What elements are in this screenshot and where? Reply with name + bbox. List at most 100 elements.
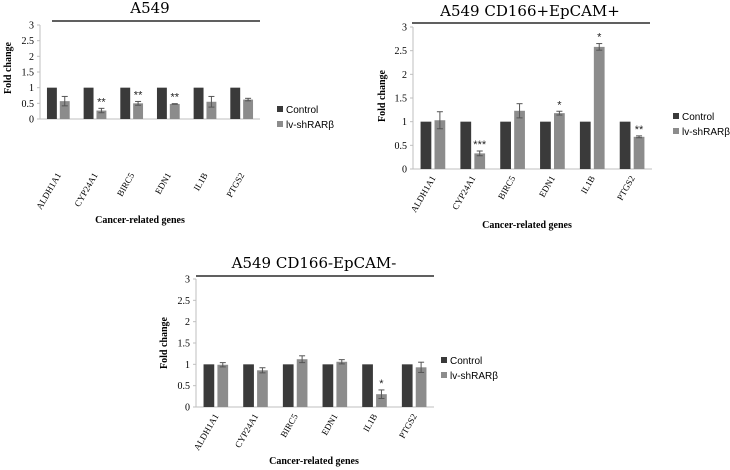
x-axis-label: Cancer-related genes xyxy=(482,220,572,231)
y-axis-label: Fold change xyxy=(377,69,388,122)
bar-control xyxy=(500,121,511,169)
bar-shrarb xyxy=(257,370,268,407)
y-tick-label: 0.5 xyxy=(178,381,191,392)
legend-swatch xyxy=(441,357,447,363)
significance-marker: *** xyxy=(473,139,487,151)
bar-shrarb xyxy=(514,110,525,169)
category-label: IL1B xyxy=(192,171,210,192)
bar-control xyxy=(420,121,432,169)
bar-shrarb xyxy=(474,153,486,169)
bar-shrarb xyxy=(243,99,254,119)
bar-control xyxy=(83,87,94,119)
legend-swatch xyxy=(673,113,679,119)
y-tick-label: 3 xyxy=(402,23,407,34)
y-tick-label: 2 xyxy=(402,70,407,81)
bar-shrarb xyxy=(415,367,427,407)
bar-shrarb xyxy=(217,364,229,407)
bar-control xyxy=(203,364,215,407)
y-tick-label: 2.5 xyxy=(178,296,191,307)
category-label: PTGS2 xyxy=(224,171,246,199)
category-label: EDN1 xyxy=(153,171,173,196)
category-label: IL1B xyxy=(579,174,597,195)
category-label: BIRC5 xyxy=(278,412,300,440)
category-label: ALDH1A1 xyxy=(34,171,63,211)
y-tick-label: 1.5 xyxy=(395,94,408,105)
chart-title: A549 CD166-EpCAM- xyxy=(231,254,397,272)
legend-swatch xyxy=(277,106,283,112)
bar-shrarb xyxy=(434,120,446,169)
y-tick-label: 1 xyxy=(29,83,34,94)
bar-shrarb xyxy=(336,361,348,407)
significance-marker: ** xyxy=(170,92,179,104)
bar-shrarb xyxy=(169,103,180,119)
chart-panel-1: A549 0 0.5 1 1.5 2 2.5 3 Fold change Cancer-relat… xyxy=(3,0,334,226)
significance-marker: ** xyxy=(635,124,644,136)
legend-entry: Control xyxy=(286,105,318,116)
y-tick-label: 3 xyxy=(185,275,190,286)
category-label: ALDH1A1 xyxy=(192,412,221,452)
y-tick-label: 0 xyxy=(185,403,190,414)
legend-swatch xyxy=(277,121,283,127)
bar-control xyxy=(120,87,131,119)
category-label: EDN1 xyxy=(319,412,339,437)
bar-shrarb xyxy=(96,110,107,119)
chart-panel-2: A549 CD166+EpCAM+ 0 0.5 1 1.5 2 2.5 3 Fold chang… xyxy=(377,2,730,231)
chart-title: A549 xyxy=(129,0,169,17)
category-label: IL1B xyxy=(361,412,379,433)
legend-entry: lv-shRARβ xyxy=(682,127,730,138)
y-tick-label: 0.5 xyxy=(395,141,408,152)
bar-shrarb xyxy=(376,394,387,407)
y-tick-label: 0 xyxy=(402,165,407,176)
category-label: BIRC5 xyxy=(115,171,137,199)
bar-shrarb xyxy=(133,103,144,119)
legend-entry: lv-shRARβ xyxy=(286,120,334,131)
category-label: PTGS2 xyxy=(615,174,637,202)
y-tick-label: 1 xyxy=(185,360,190,371)
y-tick-label: 1 xyxy=(402,117,407,128)
chart-panel-3: A549 CD166-EpCAM- 0 0.5 1 1.5 2 2.5 3 Fold chang… xyxy=(159,254,498,467)
category-label: BIRC5 xyxy=(496,174,518,202)
y-tick-label: 2.5 xyxy=(22,36,35,47)
y-tick-label: 2.5 xyxy=(395,46,408,57)
bar-shrarb xyxy=(206,101,217,119)
bar-control xyxy=(282,364,294,407)
bar-control xyxy=(46,87,57,119)
bar-shrarb xyxy=(633,136,645,169)
y-tick-label: 2 xyxy=(29,52,34,63)
bar-control xyxy=(460,121,472,169)
bar-shrarb xyxy=(296,359,308,407)
bar-control xyxy=(540,121,551,169)
category-label: PTGS2 xyxy=(397,412,419,440)
x-axis-label: Cancer-related genes xyxy=(269,456,359,467)
bar-shrarb xyxy=(59,101,70,119)
legend-entry: Control xyxy=(450,356,482,367)
y-tick-label: 0 xyxy=(29,115,34,126)
y-tick-label: 1.5 xyxy=(22,68,35,79)
legend-entry: lv-shRARβ xyxy=(450,371,498,382)
bar-control xyxy=(619,121,631,169)
category-label: EDN1 xyxy=(537,174,557,199)
bar-control xyxy=(579,121,591,169)
y-tick-label: 2 xyxy=(185,317,190,328)
y-axis-label: Fold change xyxy=(159,316,170,369)
legend-swatch xyxy=(441,372,447,378)
bar-control xyxy=(322,364,334,407)
y-tick-label: 0.5 xyxy=(22,99,35,110)
bar-control xyxy=(401,364,413,407)
significance-marker: ** xyxy=(97,96,106,108)
legend-swatch xyxy=(673,128,679,134)
category-label: ALDH1A1 xyxy=(409,174,438,214)
bar-control xyxy=(193,87,204,119)
chart-title: A549 CD166+EpCAM+ xyxy=(439,2,620,20)
x-axis-label: Cancer-related genes xyxy=(95,215,185,226)
significance-marker: * xyxy=(597,32,602,44)
bar-control xyxy=(362,364,373,407)
bar-control xyxy=(156,87,167,119)
category-label: CYP24A1 xyxy=(72,171,99,208)
legend-entry: Control xyxy=(682,112,714,123)
y-tick-label: 3 xyxy=(29,21,34,32)
bar-shrarb xyxy=(593,46,605,169)
bar-shrarb xyxy=(554,113,565,169)
bar-control xyxy=(230,87,241,119)
